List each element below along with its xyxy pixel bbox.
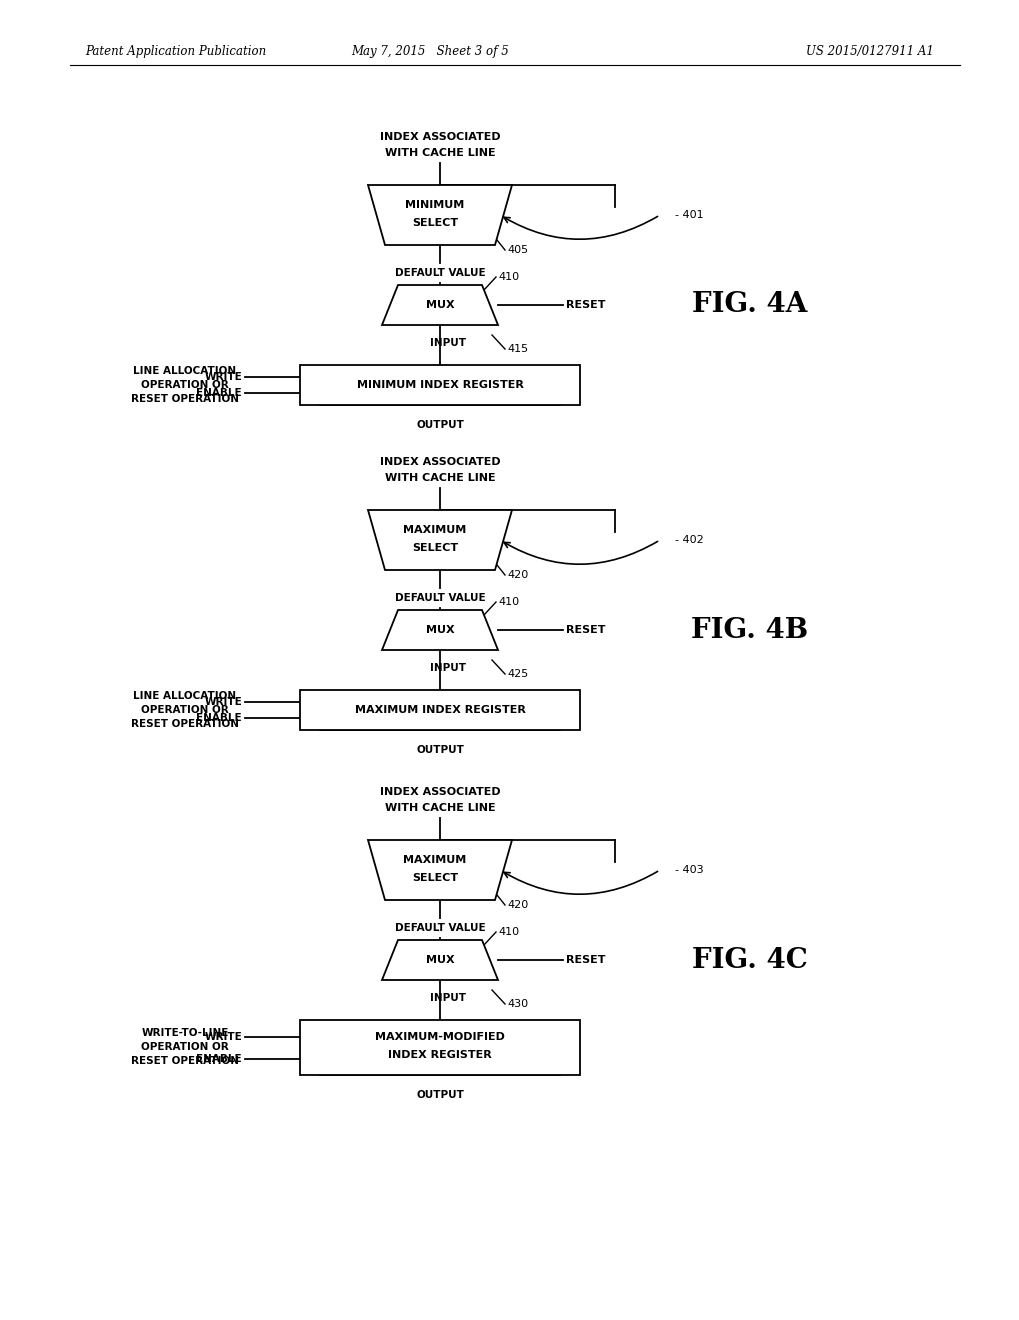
- Text: WRITE: WRITE: [204, 1031, 242, 1041]
- Text: MAXIMUM-MODIFIED: MAXIMUM-MODIFIED: [375, 1032, 504, 1043]
- Text: INPUT: INPUT: [430, 993, 466, 1003]
- Text: ENABLE: ENABLE: [197, 1053, 242, 1064]
- Text: MUX: MUX: [425, 954, 453, 965]
- Text: MAXIMUM: MAXIMUM: [403, 525, 466, 535]
- Text: MUX: MUX: [425, 300, 453, 310]
- Text: INPUT: INPUT: [430, 338, 466, 348]
- Text: ENABLE: ENABLE: [197, 713, 242, 723]
- Text: OPERATION OR: OPERATION OR: [141, 705, 228, 715]
- Text: - 401: - 401: [675, 210, 703, 220]
- Text: May 7, 2015   Sheet 3 of 5: May 7, 2015 Sheet 3 of 5: [351, 45, 508, 58]
- Text: RESET OPERATION: RESET OPERATION: [130, 1056, 238, 1067]
- Text: LINE ALLOCATION: LINE ALLOCATION: [133, 690, 236, 701]
- Text: 425: 425: [506, 669, 528, 678]
- Text: 410: 410: [497, 597, 519, 607]
- Text: 430: 430: [506, 999, 528, 1008]
- Text: OUTPUT: OUTPUT: [416, 1090, 464, 1100]
- Text: 410: 410: [497, 272, 519, 282]
- Text: INDEX ASSOCIATED: INDEX ASSOCIATED: [379, 132, 500, 143]
- Text: MINIMUM: MINIMUM: [405, 201, 465, 210]
- Text: FIG. 4B: FIG. 4B: [691, 616, 808, 644]
- Polygon shape: [300, 1020, 580, 1074]
- Text: Patent Application Publication: Patent Application Publication: [85, 45, 266, 58]
- Polygon shape: [300, 690, 580, 730]
- Polygon shape: [368, 840, 512, 900]
- Text: WITH CACHE LINE: WITH CACHE LINE: [384, 803, 495, 813]
- Text: 415: 415: [506, 345, 528, 354]
- Text: ENABLE: ENABLE: [197, 388, 242, 399]
- Polygon shape: [382, 285, 497, 325]
- Text: SELECT: SELECT: [412, 543, 458, 553]
- Text: WITH CACHE LINE: WITH CACHE LINE: [384, 148, 495, 158]
- Text: INDEX REGISTER: INDEX REGISTER: [388, 1051, 491, 1060]
- Text: INPUT: INPUT: [430, 663, 466, 673]
- Text: 410: 410: [497, 927, 519, 937]
- Text: RESET: RESET: [566, 954, 605, 965]
- Text: SELECT: SELECT: [412, 873, 458, 883]
- Text: DEFAULT VALUE: DEFAULT VALUE: [394, 593, 485, 603]
- Text: RESET OPERATION: RESET OPERATION: [130, 719, 238, 729]
- Text: FIG. 4A: FIG. 4A: [692, 292, 807, 318]
- Text: WITH CACHE LINE: WITH CACHE LINE: [384, 473, 495, 483]
- Text: 405: 405: [506, 246, 528, 255]
- Text: WRITE-TO-LINE: WRITE-TO-LINE: [142, 1028, 228, 1039]
- Text: - 403: - 403: [675, 865, 703, 875]
- Polygon shape: [368, 185, 512, 246]
- Text: MAXIMUM: MAXIMUM: [403, 855, 466, 865]
- Text: 420: 420: [506, 900, 528, 909]
- Polygon shape: [368, 510, 512, 570]
- Text: US 2015/0127911 A1: US 2015/0127911 A1: [805, 45, 933, 58]
- Text: INDEX ASSOCIATED: INDEX ASSOCIATED: [379, 457, 500, 467]
- Text: FIG. 4C: FIG. 4C: [692, 946, 807, 974]
- Text: OPERATION OR: OPERATION OR: [141, 1043, 228, 1052]
- Text: WRITE: WRITE: [204, 372, 242, 381]
- Text: OUTPUT: OUTPUT: [416, 420, 464, 430]
- Text: DEFAULT VALUE: DEFAULT VALUE: [394, 268, 485, 279]
- Text: SELECT: SELECT: [412, 218, 458, 228]
- Polygon shape: [382, 940, 497, 979]
- Text: INDEX ASSOCIATED: INDEX ASSOCIATED: [379, 787, 500, 797]
- Text: OUTPUT: OUTPUT: [416, 744, 464, 755]
- Text: MUX: MUX: [425, 624, 453, 635]
- Text: - 402: - 402: [675, 535, 703, 545]
- Text: WRITE: WRITE: [204, 697, 242, 708]
- Polygon shape: [382, 610, 497, 649]
- Text: LINE ALLOCATION: LINE ALLOCATION: [133, 366, 236, 376]
- Text: DEFAULT VALUE: DEFAULT VALUE: [394, 923, 485, 933]
- Polygon shape: [300, 366, 580, 405]
- Text: OPERATION OR: OPERATION OR: [141, 380, 228, 389]
- Text: RESET: RESET: [566, 624, 605, 635]
- Text: MINIMUM INDEX REGISTER: MINIMUM INDEX REGISTER: [357, 380, 523, 389]
- Text: 420: 420: [506, 570, 528, 579]
- Text: RESET OPERATION: RESET OPERATION: [130, 393, 238, 404]
- Text: MAXIMUM INDEX REGISTER: MAXIMUM INDEX REGISTER: [355, 705, 525, 715]
- Text: RESET: RESET: [566, 300, 605, 310]
